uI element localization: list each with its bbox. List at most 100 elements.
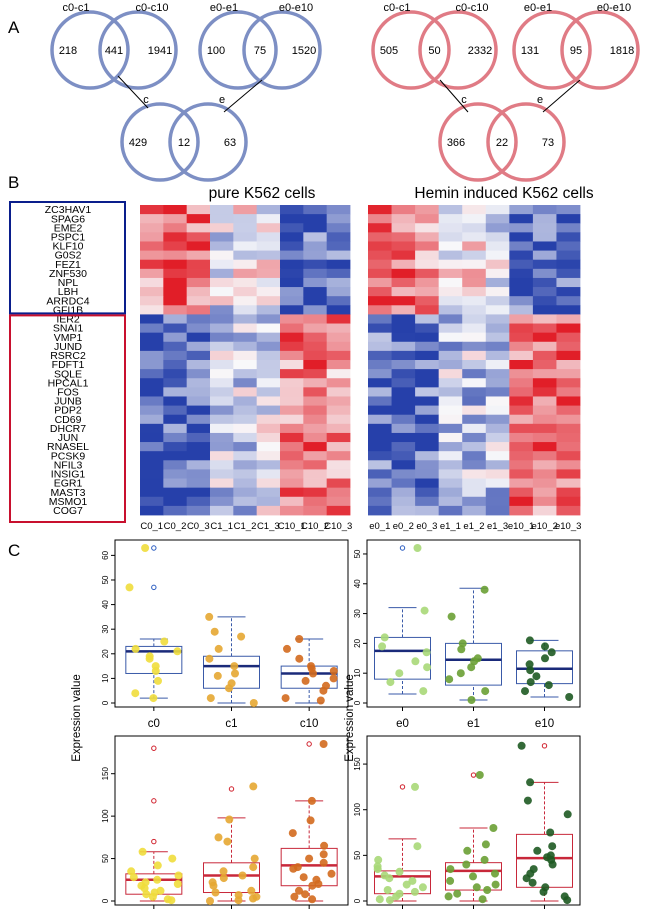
heatmap-cell [303, 259, 328, 270]
data-point [411, 782, 419, 791]
heatmap-cell [532, 423, 557, 434]
heatmap-cell [233, 469, 258, 479]
heatmap-title-hemin: Hemin induced K562 cells [414, 185, 593, 202]
outlier-marker [151, 584, 157, 591]
heatmap-cell [326, 414, 351, 425]
data-point [173, 880, 182, 888]
heatmap-cell [532, 405, 557, 416]
heatmap-cell [556, 378, 581, 388]
heatmap-cell [415, 460, 440, 470]
venn-group-red: c0-c1 c0-c10 505 50 2332 e0-e1 e0-e10 131 95 1818… [371, 2, 640, 182]
data-point [447, 612, 456, 621]
venn-blue-pair-1-right-circle [242, 10, 322, 90]
heatmap-column-label: C10_2 [301, 521, 329, 532]
heatmap-cell [140, 387, 164, 397]
data-point [151, 667, 160, 675]
heatmap-cell [210, 478, 234, 489]
heatmap-cell [462, 241, 487, 251]
heatmap-cell [186, 496, 211, 507]
heatmap-cell [280, 287, 304, 297]
heatmap-cell [532, 387, 557, 397]
heatmap-cell [415, 451, 440, 461]
data-point [145, 654, 154, 663]
data-point [153, 875, 162, 884]
heatmap-cell [415, 341, 440, 352]
heatmap-cell [462, 205, 487, 215]
heatmap-cell [438, 350, 463, 361]
x-category-label: e0 [396, 718, 409, 730]
data-point [475, 771, 484, 779]
heatmap-cell [186, 396, 211, 406]
heatmap-cell [280, 241, 304, 251]
venn-red-pair-1-value-2: 1818 [610, 45, 634, 57]
heatmap-cell [485, 350, 510, 361]
heatmap-cell [233, 277, 258, 288]
heatmap-cell [556, 387, 581, 397]
heatmap-cell [280, 505, 304, 516]
heatmap-column-label: e0_3 [416, 521, 437, 532]
heatmap-cell [556, 205, 581, 215]
heatmap-cell [415, 387, 440, 397]
heatmap-cell [556, 487, 581, 498]
heatmap-cell [462, 296, 487, 306]
data-point [483, 886, 492, 894]
heatmap-cell [163, 405, 188, 416]
heatmap-cell [210, 350, 234, 361]
heatmap-cell [485, 405, 510, 416]
heatmap-cell [233, 451, 258, 461]
heatmap-cell [485, 387, 510, 397]
heatmap-cell [140, 323, 164, 334]
data-point [408, 876, 417, 885]
heatmap-cell [256, 460, 281, 470]
gene-label: CD69 [55, 414, 82, 426]
heatmap-cell [163, 469, 188, 479]
heatmap-cell [140, 314, 164, 324]
heatmap-cell [280, 369, 304, 379]
heatmap-cell [186, 250, 211, 261]
heatmap-cell [303, 378, 328, 388]
heatmap-cell [140, 505, 164, 516]
data-point [469, 872, 477, 881]
heatmap-cell [303, 323, 328, 334]
heatmap-cell [186, 223, 211, 233]
gene-label: SPAG6 [51, 213, 85, 225]
heatmap-cell [140, 360, 164, 370]
heatmap-cell [368, 505, 392, 516]
heatmap-cell [326, 405, 351, 416]
heatmap-cell [303, 350, 328, 361]
heatmap-cell [210, 423, 234, 434]
venn-blue-bottom-right-circle [168, 102, 248, 182]
heatmap-cell [509, 460, 534, 470]
box-e0 [373, 782, 431, 909]
heatmap-cell [303, 442, 328, 452]
heatmap-cell [326, 223, 351, 233]
heatmap-cell [485, 296, 510, 306]
heatmap-cell [186, 305, 211, 315]
box-c1 [203, 782, 261, 909]
heatmap-column-label: e1_2 [463, 521, 484, 532]
heatmap-cell [326, 460, 351, 470]
y-tick-label: 50 [101, 575, 110, 584]
heatmap-cell [210, 205, 234, 215]
heatmap-cell [326, 387, 351, 397]
heatmap-cell [256, 341, 281, 352]
data-point [329, 674, 338, 683]
heatmap-column-label: e10_3 [555, 521, 581, 532]
data-point [319, 686, 328, 695]
heatmap-cell [326, 432, 351, 443]
data-point [250, 854, 259, 863]
heatmap-cell [462, 487, 487, 498]
heatmap-cell [415, 360, 440, 370]
heatmap-cell [556, 232, 581, 242]
y-tick-label: 40 [353, 579, 362, 588]
heatmap-cell [368, 241, 392, 251]
heatmap-cell [509, 432, 534, 443]
heatmap-cell [415, 232, 440, 242]
heatmap-cell [438, 505, 463, 516]
heatmap-cell [438, 414, 463, 425]
data-point [532, 672, 541, 681]
heatmap-cell [532, 205, 557, 215]
heatmap-cell [233, 423, 258, 434]
heatmap-cell [462, 369, 487, 379]
